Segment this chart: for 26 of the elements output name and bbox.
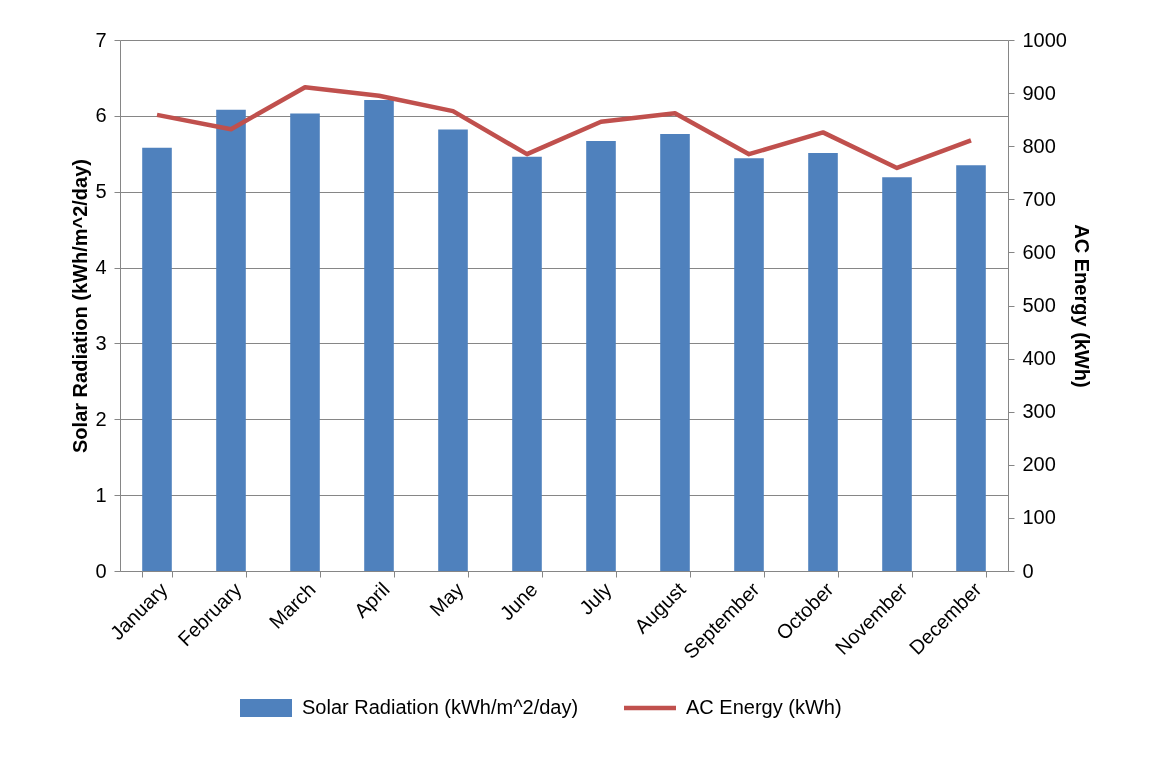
- y2-tick-label: 400: [1022, 347, 1056, 370]
- x-tick-label: May: [425, 578, 468, 621]
- y2-tick-label: 1000: [1022, 28, 1067, 51]
- y-tick-label: 4: [95, 256, 107, 279]
- y2-tick-label: 100: [1022, 506, 1056, 529]
- y2-tick-label: 700: [1022, 187, 1056, 210]
- y-tick-label: 0: [95, 559, 107, 582]
- y-tick-label: 1: [95, 483, 107, 506]
- y2-tick-label: 0: [1022, 559, 1034, 582]
- y-axis-title: Solar Radiation (kWh/m^2/day): [69, 159, 92, 453]
- y2-tick-label: 900: [1022, 81, 1056, 104]
- line-series: [154, 85, 974, 171]
- y-tick-label: 6: [95, 104, 107, 127]
- y2-tick-label: 500: [1022, 294, 1056, 316]
- y2-tick-label: 200: [1022, 453, 1056, 476]
- y2-tick-label: 300: [1022, 400, 1056, 423]
- y-tick-label: 3: [95, 331, 107, 354]
- y2-tick-label: 800: [1022, 134, 1056, 157]
- y-tick-label: 2: [95, 407, 107, 430]
- y-tick-label: 7: [95, 28, 107, 51]
- y2-tick-label: 600: [1022, 240, 1056, 263]
- y-tick-label: 5: [95, 180, 107, 203]
- legend-label: Solar Radiation (kWh/m^2/day): [302, 696, 579, 718]
- legend-label: AC Energy (kWh): [686, 696, 842, 718]
- x-tick-label: July: [574, 578, 616, 619]
- y2-axis-title: AC Energy (kWh): [1070, 224, 1093, 388]
